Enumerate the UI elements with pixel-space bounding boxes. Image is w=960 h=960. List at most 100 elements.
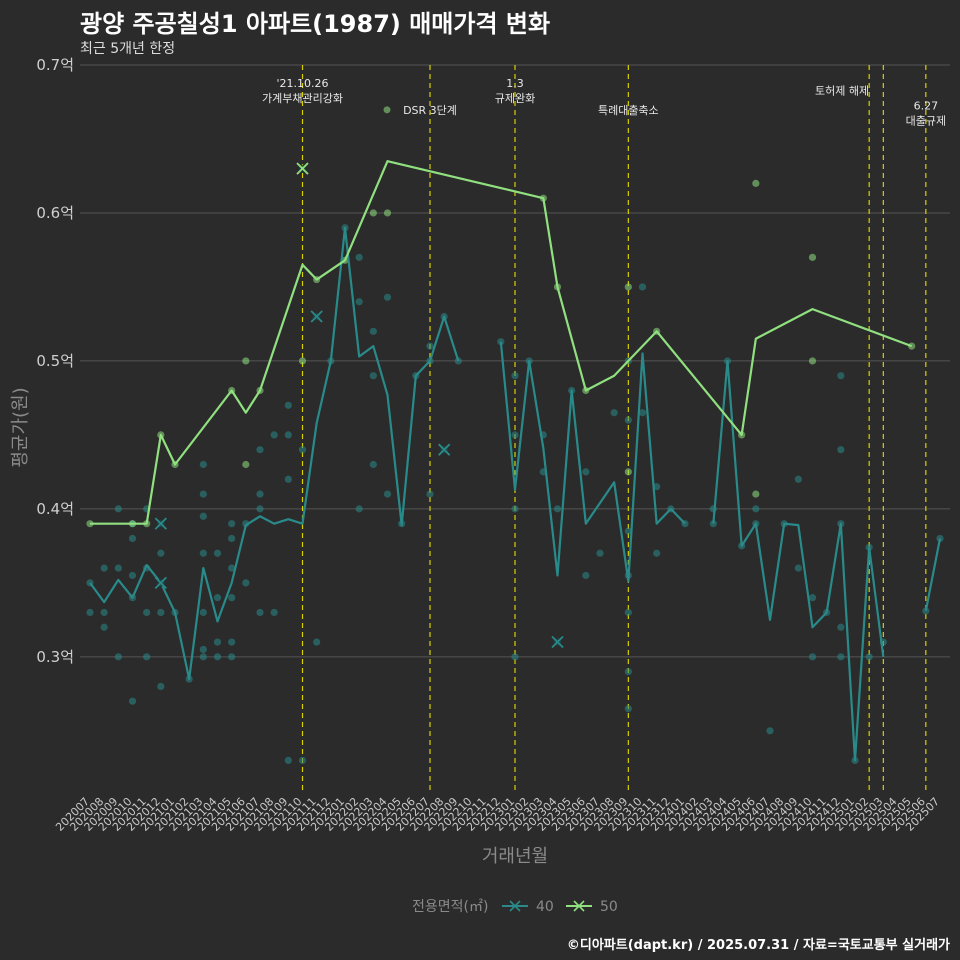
data-point [553, 505, 562, 513]
legend-cross [573, 900, 585, 912]
event-label: '21.10.26 가계부채관리강화 [262, 77, 343, 105]
data-point [624, 608, 632, 617]
data-point [624, 527, 632, 535]
data-point [624, 668, 632, 676]
legend-label: 40 [536, 899, 554, 915]
data-point [242, 357, 250, 365]
data-point [624, 283, 632, 291]
data-point [199, 645, 207, 654]
data-point [808, 253, 817, 261]
event-label: 6.27 대출규제 [906, 99, 946, 127]
legend-cross [509, 900, 521, 912]
data-point [837, 623, 845, 631]
data-point [213, 594, 222, 602]
data-point [242, 520, 250, 528]
data-point [228, 594, 236, 602]
event-label: DSR 3단계 [403, 104, 457, 117]
data-point [355, 253, 363, 261]
data-point [114, 505, 122, 513]
data-point [256, 490, 264, 498]
data-point [143, 653, 151, 661]
event-label: 1.3 규제완화 [495, 77, 535, 105]
data-point [752, 179, 760, 187]
data-point [298, 756, 307, 765]
data-point [752, 490, 760, 498]
data-point [298, 446, 307, 454]
data-point [228, 653, 236, 661]
data-point [100, 608, 108, 617]
event-label-line: DSR 3단계 [403, 104, 457, 117]
data-point [369, 327, 377, 335]
event-label-line: 가계부채관리강화 [262, 92, 343, 105]
cross-marker-stroke [154, 517, 167, 530]
legend-label: 50 [600, 899, 618, 915]
data-point [228, 564, 236, 572]
data-point [242, 579, 250, 587]
data-point [511, 653, 519, 661]
data-point [100, 623, 108, 631]
data-point [256, 446, 264, 454]
event-label-line: 특례대출축소 [598, 104, 659, 117]
data-point [837, 653, 845, 661]
cross-marker-stroke [551, 635, 564, 649]
data-point [511, 431, 519, 439]
series-line [924, 538, 942, 612]
data-point [228, 638, 236, 646]
data-point [199, 460, 207, 469]
data-point [199, 653, 207, 661]
cross-marker [310, 310, 323, 323]
data-point [128, 534, 137, 543]
data-point [794, 475, 802, 483]
y-tick-label: 0.5억 [36, 352, 74, 370]
data-point [511, 505, 519, 513]
data-point [213, 653, 222, 661]
data-point [369, 460, 377, 469]
cross-marker [154, 576, 167, 589]
data-point [638, 409, 647, 417]
data-point [128, 571, 137, 580]
data-point [752, 505, 760, 513]
data-point [213, 638, 222, 646]
series-line [712, 359, 885, 762]
event-marker-dot [383, 106, 391, 114]
data-point [355, 505, 363, 513]
data-point [426, 490, 434, 498]
data-point [199, 549, 207, 557]
data-point [256, 505, 264, 513]
x-axis-title: 거래년월 [482, 846, 548, 867]
data-point [369, 209, 377, 217]
data-point [199, 608, 207, 617]
data-point [114, 564, 122, 572]
data-point [270, 608, 278, 617]
cross-marker-stroke [296, 162, 309, 175]
y-tick-label: 0.3억 [36, 648, 74, 666]
data-point [86, 608, 94, 617]
data-point [511, 372, 519, 380]
data-point [313, 638, 321, 646]
data-point [199, 490, 207, 498]
chart-subtitle: 최근 5개년 한정 [80, 41, 176, 57]
data-point [383, 209, 392, 217]
series-line [90, 160, 913, 525]
data-point [369, 372, 377, 380]
data-point [865, 653, 873, 661]
data-point [610, 409, 618, 417]
data-point [157, 608, 165, 617]
y-axis-title: 평균가(원) [10, 387, 31, 467]
y-tick-label: 0.7억 [36, 56, 74, 74]
data-point [638, 283, 647, 291]
data-point [355, 298, 363, 306]
data-point [143, 608, 151, 617]
data-point [284, 475, 292, 483]
legend-title: 전용면적(㎡) [412, 899, 488, 915]
data-point [794, 564, 802, 572]
cross-marker-stroke [154, 576, 167, 589]
data-point [808, 594, 817, 602]
series-line [89, 226, 460, 681]
event-label-line: 1.3 [506, 77, 524, 90]
data-point [426, 342, 434, 350]
data-point [270, 431, 278, 439]
data-point [256, 608, 264, 617]
data-point [596, 549, 604, 557]
cross-marker-stroke [438, 443, 451, 456]
